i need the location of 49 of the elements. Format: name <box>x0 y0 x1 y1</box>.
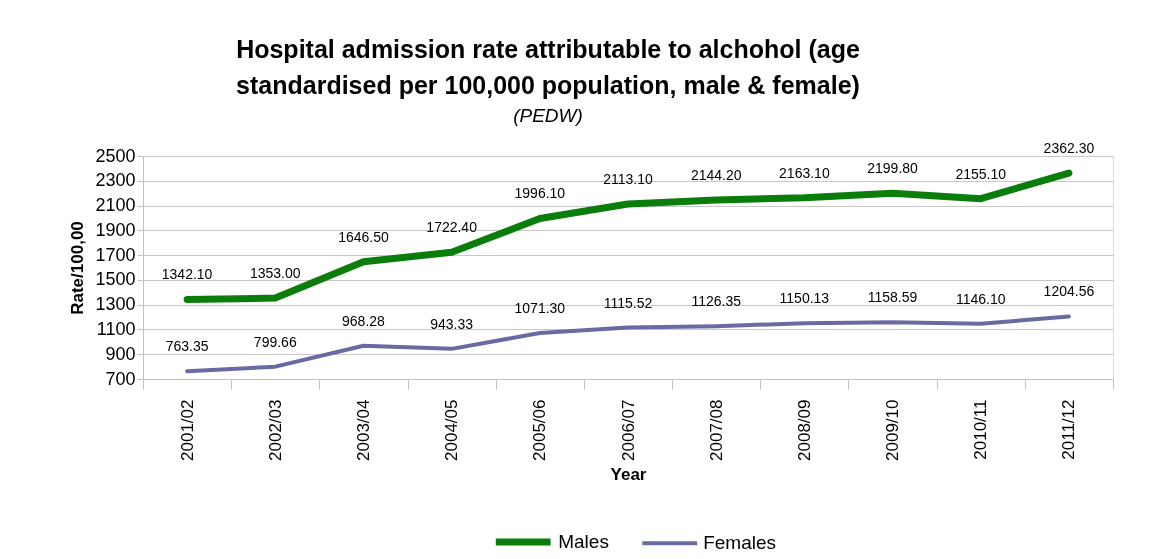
data-label: 799.66 <box>253 333 297 350</box>
y-tick-label: 2500 <box>95 145 136 166</box>
x-tick-label: 2006/07 <box>618 399 638 461</box>
legend-label: Females <box>703 532 777 554</box>
y-tick-label: 2300 <box>95 170 136 191</box>
data-label: 763.35 <box>165 338 209 355</box>
data-label: 1646.50 <box>338 228 389 245</box>
data-label: 1722.40 <box>426 219 478 236</box>
data-label: 2144.20 <box>690 167 742 184</box>
data-label: 2113.10 <box>603 170 653 187</box>
x-tick-label: 2001/02 <box>177 399 197 461</box>
y-tick-label: 700 <box>105 368 136 389</box>
data-label: 2163.10 <box>779 164 830 181</box>
data-label: 1150.13 <box>779 290 830 307</box>
x-tick-label: 2005/06 <box>530 399 550 461</box>
x-tick-label: 2008/09 <box>794 399 814 461</box>
data-label: 1158.59 <box>867 289 918 306</box>
y-tick-label: 1300 <box>95 294 136 315</box>
legend-label: Males <box>558 531 609 552</box>
data-label: 1126.35 <box>691 293 742 310</box>
data-label: 943.33 <box>430 315 474 332</box>
x-tick-label: 2010/11 <box>971 399 991 460</box>
y-tick-label: 2100 <box>95 195 136 216</box>
data-label: 1342.10 <box>161 266 213 283</box>
y-axis-title: Rate/100,00 <box>68 221 88 315</box>
x-tick-label: 2003/04 <box>353 399 373 461</box>
data-label: 1204.56 <box>1043 283 1095 300</box>
y-tick-label: 1100 <box>96 318 136 339</box>
chart-subtitle: (PEDW) <box>513 105 583 127</box>
data-label: 1115.52 <box>603 294 653 311</box>
x-tick-label: 2009/10 <box>883 399 903 461</box>
x-tick-label: 2007/08 <box>706 399 726 461</box>
y-tick-label: 1900 <box>95 219 136 240</box>
y-tick-label: 1500 <box>95 269 136 290</box>
data-label: 2362.30 <box>1043 140 1095 157</box>
data-label: 1071.30 <box>514 300 566 316</box>
data-label: 2199.80 <box>867 160 919 177</box>
x-tick-label: 2004/05 <box>442 399 462 461</box>
y-tick-label: 900 <box>105 343 136 364</box>
y-tick-label: 1700 <box>95 244 136 265</box>
data-label: 1353.00 <box>249 265 301 282</box>
x-axis-title: Year <box>610 464 647 484</box>
data-label: 968.28 <box>342 312 386 329</box>
x-tick-label: 2011/12 <box>1059 399 1079 460</box>
data-label: 1996.10 <box>514 185 566 202</box>
x-tick-label: 2002/03 <box>265 399 285 461</box>
chart-title: Hospital admission rate attributable to alchohol (age standardised per 100,000 population, male & female) <box>236 35 860 100</box>
data-label: 2155.10 <box>955 165 1007 182</box>
data-label: 1146.10 <box>955 290 1006 307</box>
